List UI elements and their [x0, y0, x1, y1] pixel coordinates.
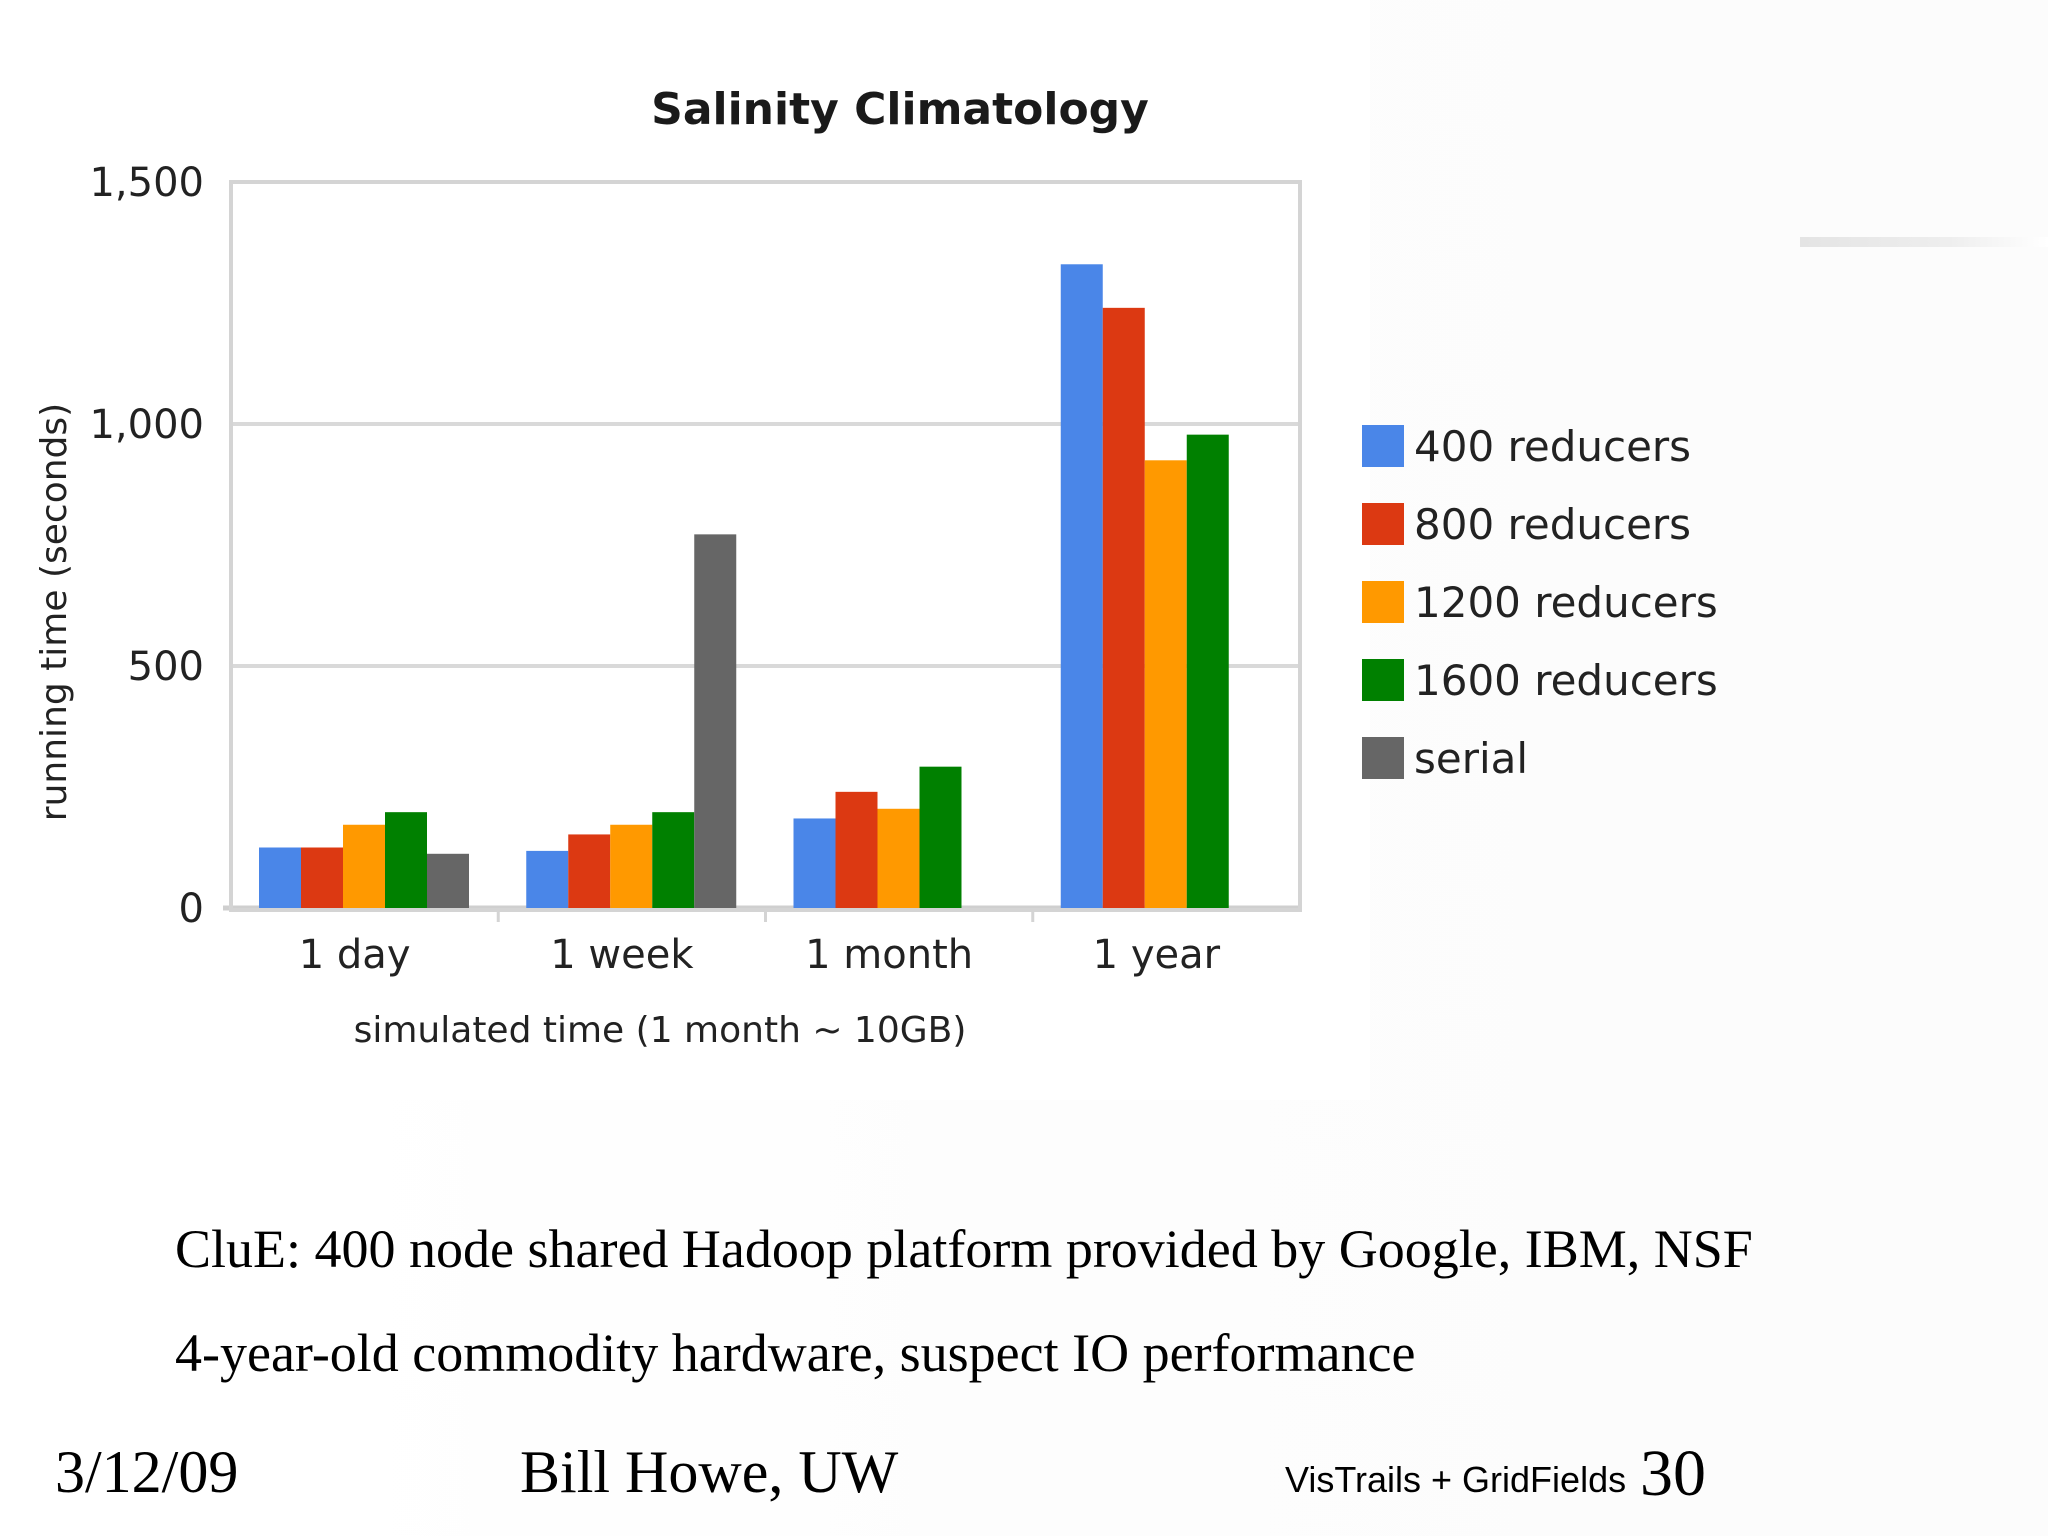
- x-tick-label: 1 day: [299, 932, 411, 978]
- y-axis-title: running time (seconds): [34, 403, 75, 821]
- bar-1200-reducers-1-week: [610, 824, 653, 908]
- bar-serial-1-week: [694, 534, 737, 908]
- y-tick-label: 0: [179, 886, 204, 932]
- legend-swatch: [1362, 659, 1404, 701]
- bar-1600-reducers-1-week: [652, 812, 695, 908]
- y-tick-label: 500: [128, 644, 204, 690]
- legend-swatch: [1362, 503, 1404, 545]
- x-tick-label: 1 week: [550, 932, 694, 978]
- bar-1200-reducers-1-day: [343, 824, 385, 908]
- bars: [259, 264, 1229, 909]
- bar-400-reducers-1-year: [1060, 264, 1103, 908]
- y-tick-label: 1,500: [89, 160, 204, 206]
- legend-label: 400 reducers: [1414, 422, 1691, 471]
- bar-400-reducers-1-week: [526, 850, 569, 908]
- salinity-chart: Salinity Climatology 0 500 1,000 1,500 1 da…: [34, 84, 1718, 1051]
- bar-serial-1-day: [427, 853, 469, 908]
- bullet-hardware: 4-year-old commodity hardware, suspect I…: [175, 1323, 1416, 1383]
- footer-topic: VisTrails + GridFields: [1285, 1459, 1627, 1500]
- legend-swatch: [1362, 425, 1404, 467]
- legend-label: 800 reducers: [1414, 500, 1691, 549]
- x-tick-label: 1 year: [1093, 932, 1221, 978]
- legend-label: 1600 reducers: [1414, 656, 1718, 705]
- bar-1200-reducers-1-month: [877, 808, 920, 908]
- bar-800-reducers-1-day: [301, 847, 343, 908]
- bar-1200-reducers-1-year: [1144, 460, 1187, 908]
- bar-400-reducers-1-day: [259, 847, 301, 908]
- footer-author: Bill Howe, UW: [520, 1439, 899, 1505]
- bar-1600-reducers-1-day: [385, 812, 427, 908]
- bar-800-reducers-1-month: [835, 791, 878, 908]
- bar-1600-reducers-1-month: [919, 766, 962, 908]
- legend-swatch: [1362, 737, 1404, 779]
- y-axis-ticks: 0 500 1,000 1,500: [89, 160, 204, 932]
- legend: 400 reducers 800 reducers 1200 reducers 160…: [1362, 422, 1718, 783]
- y-tick-label: 1,000: [89, 402, 204, 448]
- bar-400-reducers-1-month: [793, 818, 836, 908]
- bar-800-reducers-1-year: [1102, 307, 1145, 909]
- bar-800-reducers-1-week: [568, 834, 611, 908]
- decorative-rule: [1800, 237, 2048, 247]
- legend-swatch: [1362, 581, 1404, 623]
- page-number: 30: [1640, 1437, 1706, 1510]
- legend-label: serial: [1414, 734, 1528, 783]
- legend-label: 1200 reducers: [1414, 578, 1718, 627]
- footer-date: 3/12/09: [55, 1439, 239, 1505]
- x-axis-title: simulated time (1 month ~ 10GB): [354, 1010, 967, 1051]
- chart-title: Salinity Climatology: [651, 84, 1149, 135]
- x-tick-label: 1 month: [805, 932, 973, 978]
- bullet-platform: CluE: 400 node shared Hadoop platform pr…: [175, 1219, 1753, 1279]
- x-axis-ticks: 1 day 1 week 1 month 1 year: [299, 908, 1221, 978]
- bar-1600-reducers-1-year: [1186, 434, 1229, 908]
